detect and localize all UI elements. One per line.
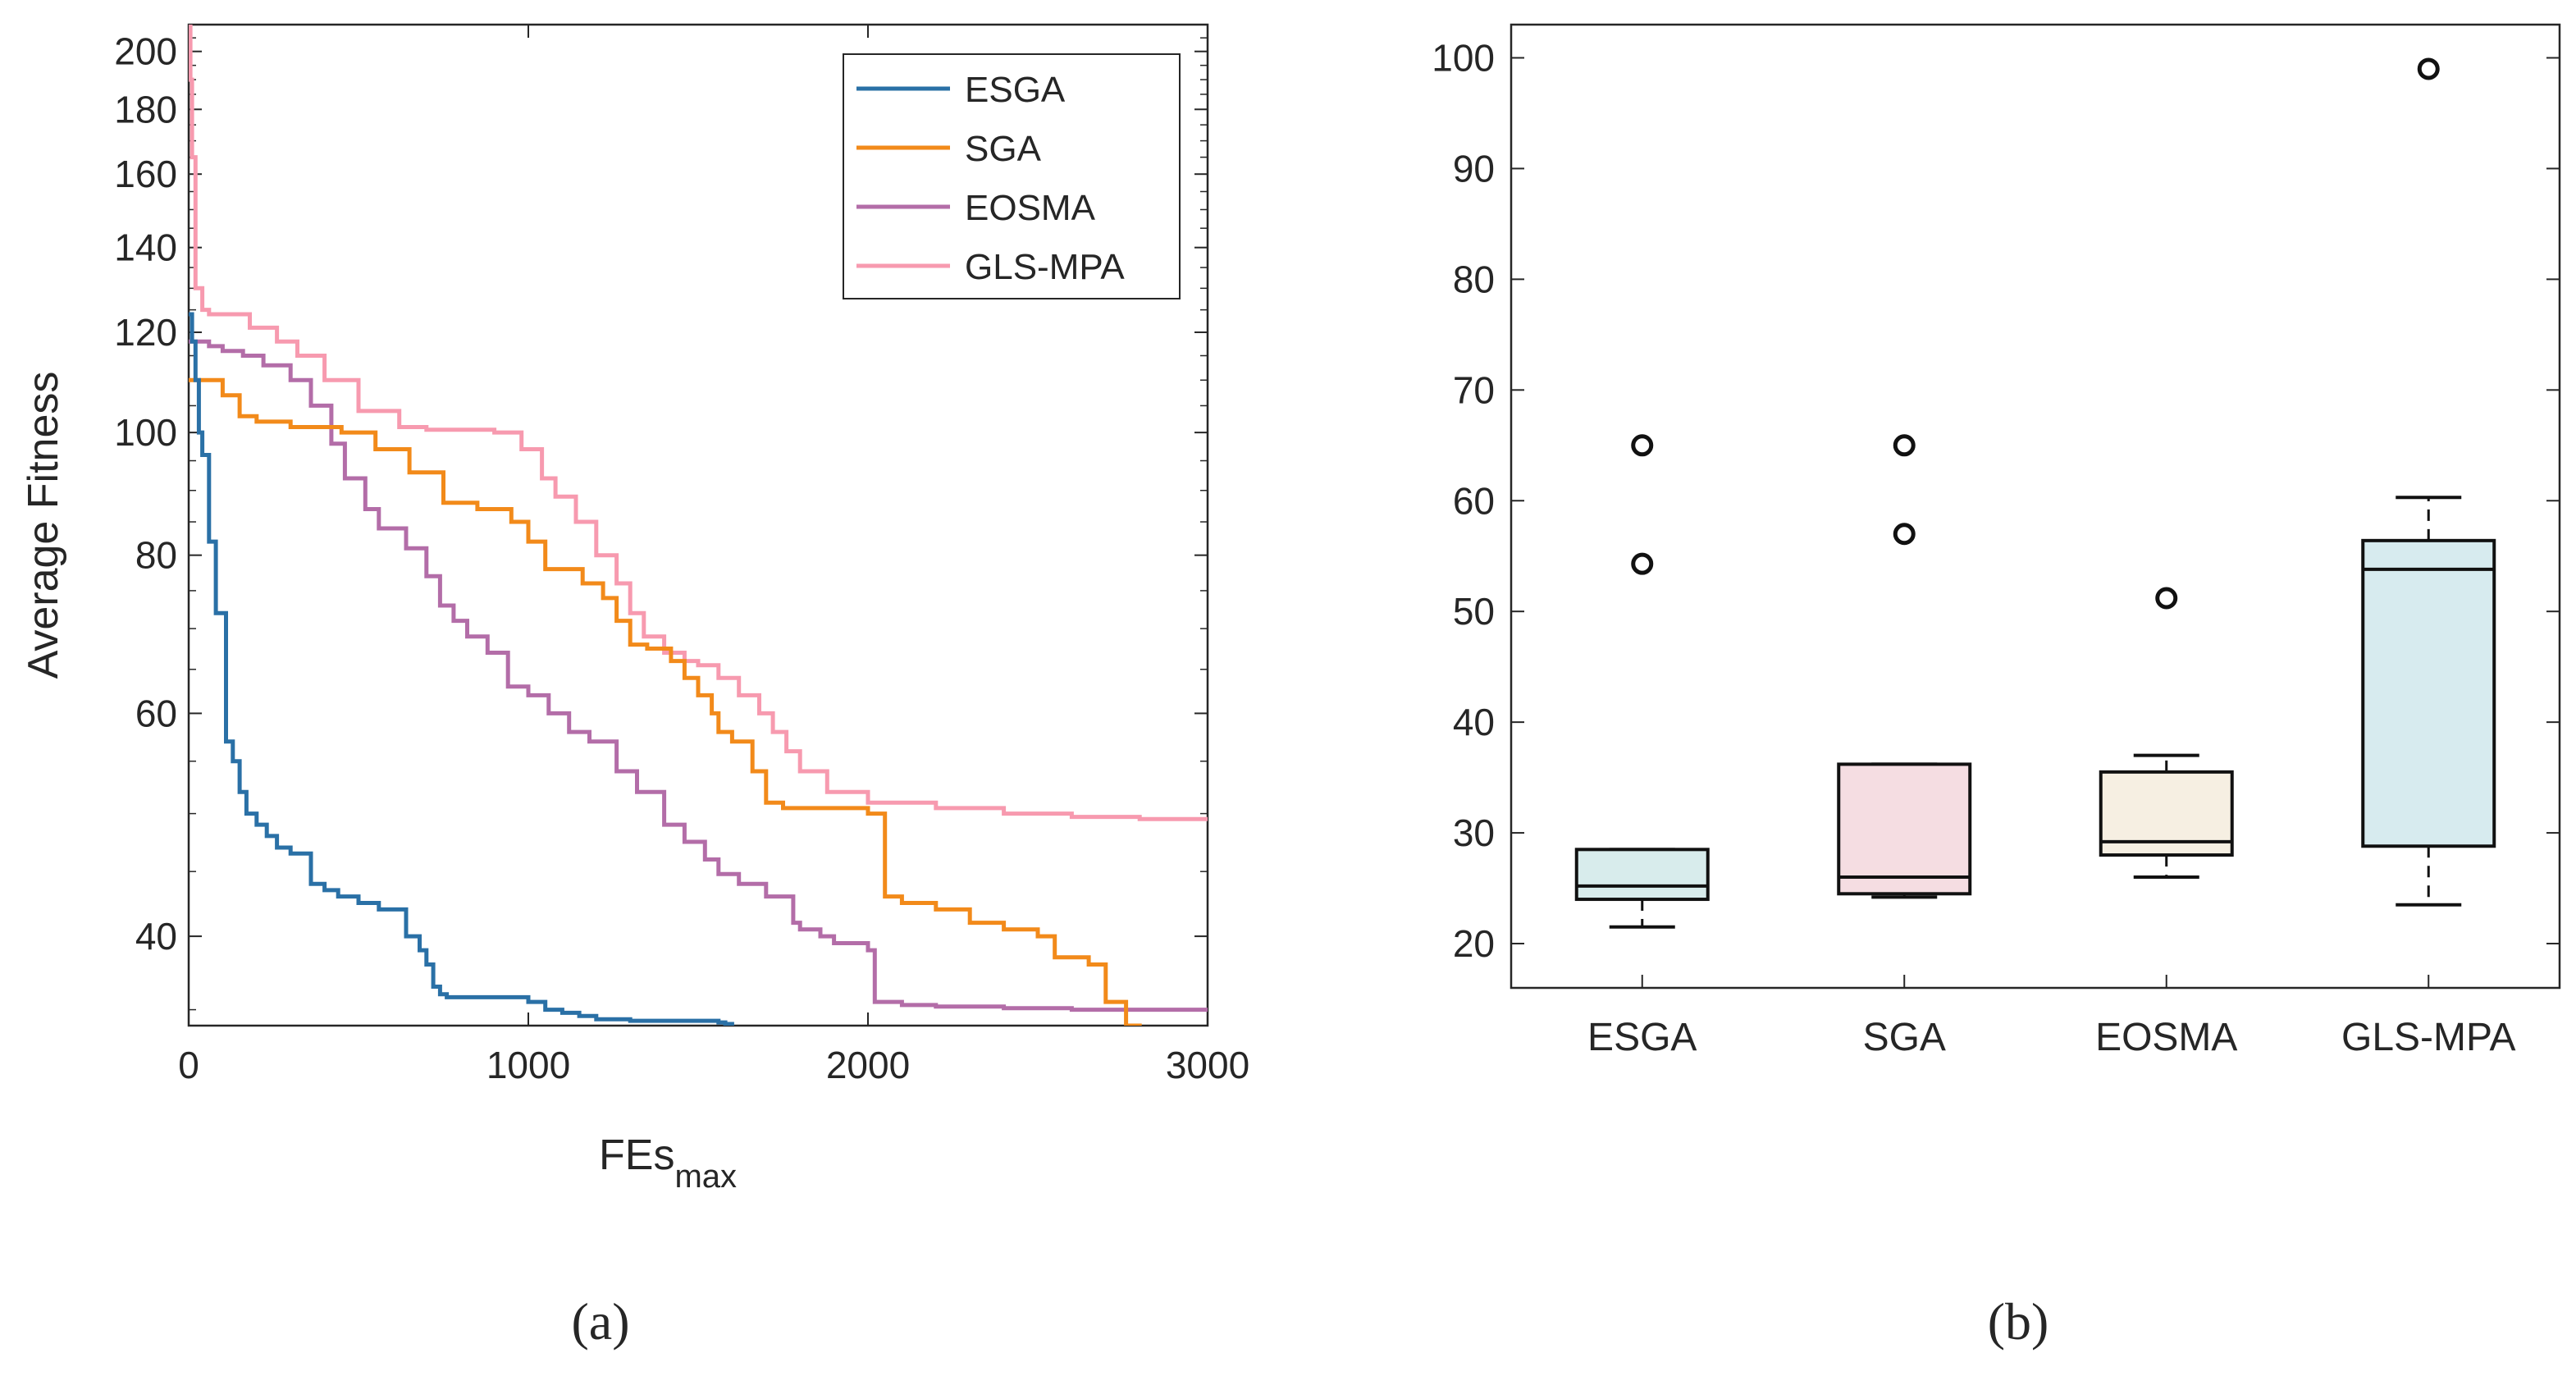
- panel-b-y-ticks: 20 30 40 50 60 70 80 90 100: [1432, 36, 2560, 965]
- y-tick-label: 30: [1453, 811, 1495, 854]
- series-line-gls-mpa: [189, 25, 1208, 821]
- y-tick-label: 180: [114, 88, 177, 130]
- panel-a-y-axis-label: Average Fitness: [20, 372, 67, 679]
- y-tick-label: 60: [135, 692, 177, 734]
- panel-a-line-chart: 40 60 80 100 120 140 160 180 200 0 1000 2000 3000 E…: [20, 23, 1249, 1351]
- outlier-point: [1893, 434, 1916, 457]
- y-tick-label: 100: [1432, 36, 1495, 79]
- panel-b-boxes: ESGA SGA EOSMA GLS-MPA: [1574, 57, 2515, 1059]
- legend-box: [843, 53, 1181, 299]
- box-esga: ESGA: [1574, 434, 1710, 1059]
- x-tick-label: 2000: [826, 1044, 910, 1086]
- y-tick-label: 60: [1453, 479, 1495, 522]
- legend-label-sga: SGA: [965, 129, 1042, 169]
- box-gls-mpa: GLS-MPA: [2341, 57, 2515, 1059]
- x-tick-label: 0: [178, 1044, 199, 1086]
- outlier-point: [2417, 57, 2440, 80]
- legend-label-esga: ESGA: [965, 70, 1066, 110]
- x-tick-label: ESGA: [1587, 1016, 1697, 1059]
- panel-a-x-axis-label: FEsmax: [599, 1131, 737, 1195]
- y-tick-label: 100: [114, 411, 177, 454]
- y-tick-label: 70: [1453, 368, 1495, 411]
- legend: ESGA SGA EOSMA GLS-MPA: [843, 53, 1181, 299]
- y-tick-label: 40: [1453, 701, 1495, 743]
- panel-a-series-lines: [189, 25, 1208, 1026]
- x-tick-label: GLS-MPA: [2341, 1016, 2515, 1059]
- y-tick-label: 20: [1453, 922, 1495, 965]
- panel-a-x-ticks: 0 1000 2000 3000: [178, 25, 1249, 1086]
- x-tick-label: EOSMA: [2095, 1016, 2237, 1059]
- series-line-esga: [189, 312, 734, 1026]
- y-tick-label: 80: [135, 534, 177, 577]
- outlier-point: [1893, 523, 1916, 546]
- y-tick-label: 140: [114, 226, 177, 269]
- series-line-eosma: [189, 339, 1208, 1012]
- y-tick-label: 40: [135, 915, 177, 958]
- box-eosma: EOSMA: [2095, 587, 2237, 1059]
- y-tick-label: 160: [114, 153, 177, 195]
- x-label-main: FEs: [599, 1131, 674, 1179]
- outlier-point: [2155, 587, 2178, 610]
- x-tick-label: 3000: [1166, 1044, 1249, 1086]
- series-line-sga: [189, 377, 1142, 1026]
- y-tick-label: 80: [1453, 258, 1495, 300]
- iqr-box: [1837, 762, 1972, 896]
- iqr-box: [2361, 538, 2496, 848]
- x-tick-label: 1000: [486, 1044, 570, 1086]
- x-label-subscript: max: [674, 1159, 737, 1195]
- x-tick-label: SGA: [1863, 1016, 1946, 1059]
- y-tick-label: 200: [114, 30, 177, 73]
- outlier-point: [1631, 552, 1654, 575]
- box-sga: SGA: [1837, 434, 1972, 1059]
- legend-label-gls-mpa: GLS-MPA: [965, 247, 1125, 287]
- legend-label-eosma: EOSMA: [965, 188, 1096, 228]
- y-tick-label: 90: [1453, 147, 1495, 190]
- iqr-box: [1574, 848, 1710, 902]
- y-tick-label: 50: [1453, 590, 1495, 633]
- outlier-point: [1631, 434, 1654, 457]
- panel-a-label: (a): [571, 1292, 629, 1351]
- y-tick-label: 120: [114, 311, 177, 354]
- panel-a-y-ticks: 40 60 80 100 120 140 160 180 200: [114, 30, 1208, 958]
- panel-b-label: (b): [1988, 1292, 2049, 1351]
